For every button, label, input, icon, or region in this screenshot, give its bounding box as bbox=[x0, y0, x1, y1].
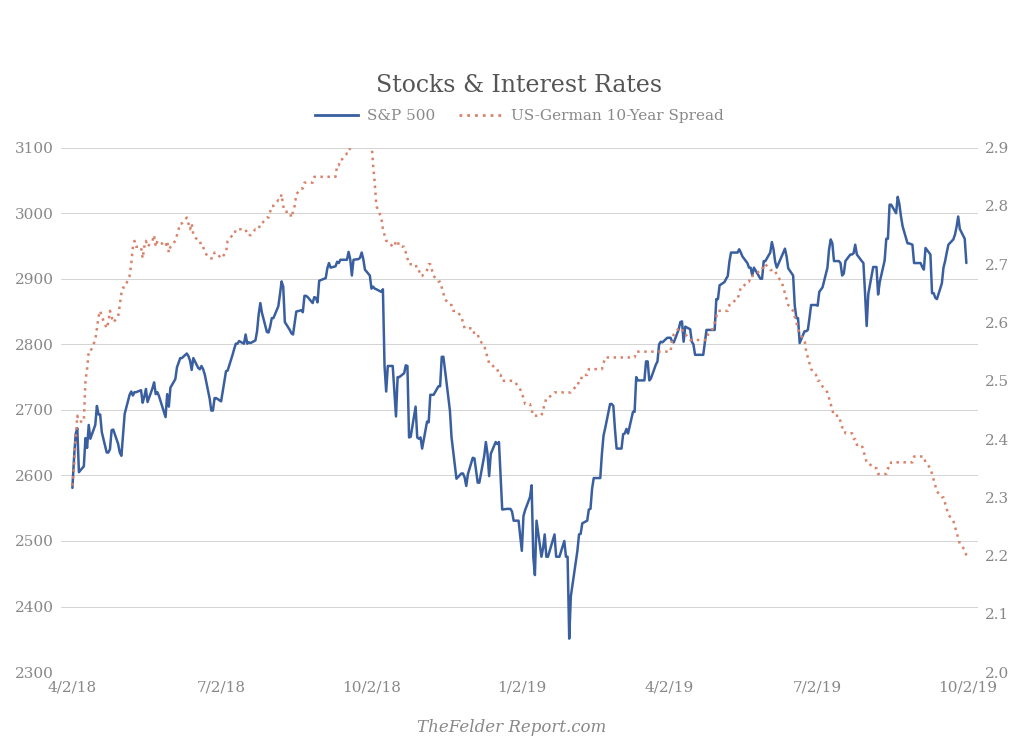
Text: TheFelder Report.com: TheFelder Report.com bbox=[418, 718, 606, 735]
Legend: S&P 500, US-German 10-Year Spread: S&P 500, US-German 10-Year Spread bbox=[309, 103, 729, 129]
Title: Stocks & Interest Rates: Stocks & Interest Rates bbox=[376, 74, 663, 97]
